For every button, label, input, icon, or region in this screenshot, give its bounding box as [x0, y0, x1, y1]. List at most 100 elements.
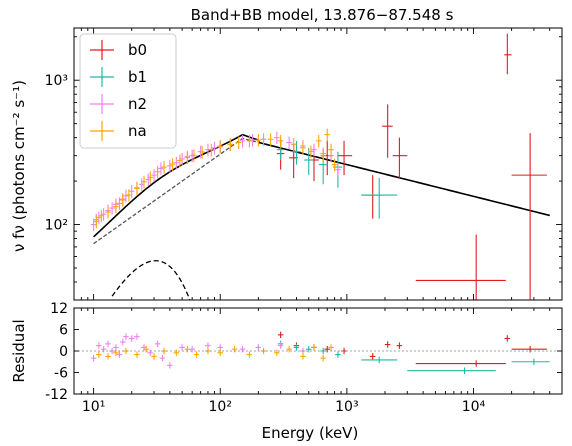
data-point: [96, 342, 102, 349]
data-point: [239, 345, 246, 353]
data-point: [105, 206, 111, 219]
legend-item-b1: b1: [90, 67, 147, 87]
data-point: [116, 351, 123, 358]
data-point: [134, 333, 140, 340]
data-point: [328, 344, 334, 351]
data-point: [324, 128, 330, 142]
data-point: [179, 344, 185, 351]
data-point: [311, 344, 317, 351]
data-point: [227, 138, 233, 152]
data-point: [290, 138, 297, 151]
data-point: [128, 185, 135, 198]
data-point: [217, 140, 223, 154]
legend-item-na: na: [90, 121, 147, 141]
y-tick-label: 10³: [45, 73, 68, 89]
data-point: [199, 146, 205, 159]
data-point: [293, 344, 300, 351]
legend-label: n2: [128, 95, 147, 113]
data-point: [396, 342, 403, 349]
legend-label: b1: [128, 68, 147, 86]
y-axis-label: ν fν (photons cm⁻² s⁻¹): [10, 80, 28, 252]
data-point: [184, 345, 191, 353]
data-point: [147, 171, 153, 185]
data-point: [217, 344, 223, 351]
data-point: [217, 349, 223, 357]
data-point: [123, 189, 129, 203]
data-point: [511, 345, 547, 353]
data-point: [369, 353, 376, 360]
series-b1: [277, 340, 550, 374]
legend-item-n2: n2: [90, 94, 147, 114]
x-tick-label: 10¹: [82, 399, 105, 415]
residual-y-tick-label: -12: [45, 387, 68, 403]
spectrum-frame: [73, 27, 563, 301]
data-point: [274, 131, 280, 145]
data-point: [105, 340, 111, 348]
data-point: [151, 353, 157, 360]
residual-y-tick-label: 6: [59, 323, 68, 339]
data-point: [161, 161, 167, 174]
data-point: [361, 178, 398, 219]
data-point: [255, 344, 262, 351]
data-point: [154, 165, 161, 179]
data-point: [286, 136, 292, 150]
data-point: [392, 137, 408, 179]
data-point: [231, 345, 238, 353]
data-point: [173, 349, 180, 357]
total-model-curve: [93, 133, 550, 238]
data-point: [119, 338, 126, 346]
data-point: [167, 159, 173, 173]
legend-item-b0: b0: [90, 40, 147, 60]
data-point: [128, 335, 135, 342]
data-point: [320, 354, 326, 362]
data-point: [173, 156, 180, 170]
data-point: [277, 342, 284, 349]
data-point: [304, 147, 313, 176]
data-point: [255, 134, 262, 147]
data-point: [335, 163, 341, 177]
data-point: [260, 133, 267, 146]
band-model-curve: [93, 137, 550, 245]
series-na: [93, 128, 338, 229]
legend-label: na: [128, 122, 147, 140]
data-point: [109, 202, 115, 215]
data-point: [300, 141, 306, 155]
data-point: [300, 353, 306, 360]
legend-box: [79, 33, 177, 149]
series-b0: [277, 331, 547, 367]
data-point: [113, 344, 119, 351]
data-point: [159, 354, 166, 362]
data-point: [105, 353, 111, 360]
bb-model-curve: [111, 260, 191, 300]
data-point: [511, 358, 550, 365]
legend: b0 b1 n2 na: [79, 33, 177, 149]
data-point: [147, 349, 153, 357]
data-point: [249, 134, 256, 147]
residual-axis-label: Residual: [10, 319, 28, 382]
data-point: [239, 134, 246, 148]
data-point: [407, 367, 496, 374]
data-point: [90, 354, 97, 362]
series-n2: [90, 333, 306, 369]
data-point: [246, 351, 253, 358]
data-point: [504, 335, 511, 342]
data-point: [382, 104, 393, 158]
data-point: [119, 193, 126, 207]
data-point: [361, 356, 398, 364]
data-point: [246, 134, 253, 148]
data-point: [292, 140, 301, 165]
data-point: [96, 211, 102, 225]
data-point: [511, 133, 547, 300]
data-point: [123, 333, 129, 340]
residual-y-tick-label: 0: [59, 344, 68, 360]
data-point: [235, 136, 242, 150]
data-point: [98, 209, 104, 223]
data-point: [154, 340, 161, 348]
residual-y-tick-label: -6: [54, 366, 68, 382]
series-na: [96, 344, 334, 362]
data-point: [100, 345, 107, 353]
data-point: [134, 351, 140, 358]
x-axis-label: Energy (keV): [262, 424, 359, 442]
data-point: [193, 351, 200, 358]
